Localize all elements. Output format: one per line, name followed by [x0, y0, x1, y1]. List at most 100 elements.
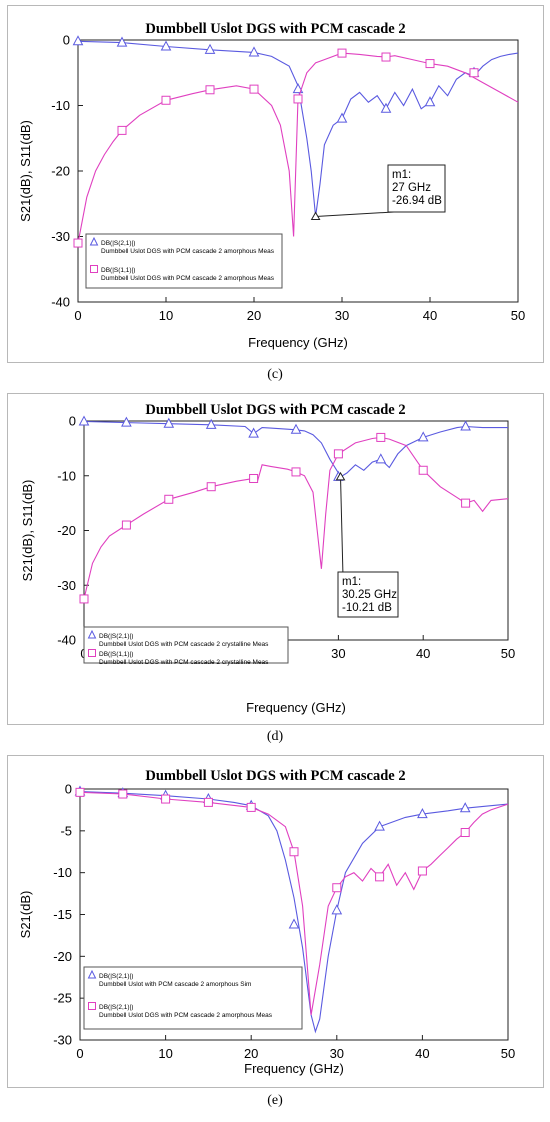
legend-series-name: DB(|S(2,1)|) [101, 240, 135, 247]
square-marker [469, 68, 479, 78]
triangle-marker [292, 83, 304, 94]
chart-svg-d: Dumbbell Uslot DGS with PCM cascade 2010… [20, 402, 515, 715]
chart-panel-d: Dumbbell Uslot DGS with PCM cascade 2010… [7, 393, 544, 725]
y-tick-label: -15 [53, 907, 72, 922]
annotation-text: 27 GHz [392, 182, 431, 194]
legend-series-description: Dumbbell Uslot with PCM cascade 2 amorph… [99, 981, 251, 988]
square-marker [249, 473, 259, 483]
square-marker [118, 789, 128, 799]
square-marker [460, 828, 470, 838]
y-tick-label: -10 [53, 865, 72, 880]
triangle-marker [121, 416, 132, 427]
y-tick-label: -20 [51, 164, 70, 179]
y-tick-label: 0 [63, 33, 70, 48]
square-marker [161, 794, 171, 804]
chart-svg-c: Dumbbell Uslot DGS with PCM cascade 2 0 10… [18, 21, 525, 350]
square-marker [375, 872, 385, 882]
annotation-marker [310, 211, 321, 220]
y-tick-label: -30 [57, 578, 76, 593]
series-line [77, 52, 519, 244]
x-tick-label: 50 [501, 646, 515, 661]
annotation-text: -26.94 dB [392, 195, 442, 207]
x-tick-label: 30 [330, 1046, 344, 1061]
square-marker [381, 52, 391, 62]
legend-box [85, 233, 283, 289]
x-tick-label: 30 [335, 308, 349, 323]
triangle-marker [248, 427, 259, 438]
square-marker [117, 125, 127, 135]
y-tick-label: -40 [57, 633, 76, 648]
triangle-marker [374, 820, 385, 831]
legend-square-marker [90, 265, 98, 273]
y-tick-label: -30 [51, 229, 70, 244]
x-tick-label: 20 [244, 1046, 258, 1061]
legend-square-marker [88, 1002, 96, 1010]
square-marker [206, 482, 216, 492]
legend-series-name: DB(|S(1,1)|) [99, 651, 133, 658]
chart-title: Dumbbell Uslot DGS with PCM cascade 2 [145, 768, 405, 784]
plot-frame [83, 420, 509, 641]
triangle-marker [331, 904, 343, 915]
x-tick-label: 10 [158, 1046, 172, 1061]
x-tick-label: 0 [76, 1046, 83, 1061]
triangle-marker [417, 431, 429, 442]
legend-series-description: Dumbbell Uslot DGS with PCM cascade 2 am… [101, 248, 275, 255]
y-axis-label: S21(dB), S11(dB) [18, 120, 33, 222]
legend-box [83, 626, 289, 664]
annotation-marker [335, 471, 346, 481]
legend-triangle-marker [89, 236, 99, 246]
square-marker [79, 594, 89, 604]
square-marker [291, 467, 301, 477]
square-marker [73, 238, 83, 248]
square-marker [333, 449, 343, 459]
y-tick-label: -40 [51, 295, 70, 310]
series-line [79, 791, 509, 1015]
triangle-marker [375, 453, 387, 464]
annotation-text: -10.21 dB [342, 602, 392, 614]
triangle-marker [205, 418, 217, 429]
annotation-text: 30.25 GHz [342, 589, 397, 601]
square-marker [289, 847, 299, 857]
x-tick-label: 30 [331, 646, 345, 661]
x-tick-label: 0 [74, 308, 81, 323]
y-tick-label: -10 [51, 98, 70, 113]
legend-series-name: DB(|S(1,1)|) [101, 267, 135, 274]
x-tick-label: 50 [511, 308, 525, 323]
triangle-marker [336, 112, 348, 123]
x-axis-label: Frequency (GHz) [248, 335, 348, 350]
triangle-marker [380, 102, 392, 113]
y-tick-label: -10 [57, 468, 76, 483]
chart-panel-e: Dumbbell Uslot DGS with PCM cascade 2 0 10… [7, 755, 544, 1088]
square-marker [418, 465, 428, 475]
legend-series-description: Dumbbell Uslot DGS with PCM cascade 2 am… [101, 275, 275, 282]
x-tick-label: 40 [415, 1046, 429, 1061]
triangle-marker [72, 35, 84, 46]
chart-panel-c: Dumbbell Uslot DGS with PCM cascade 2 0 10… [7, 5, 544, 363]
legend-series-description: Dumbbell Uslot DGS with PCM cascade 2 cr… [99, 641, 269, 648]
legend-square-marker [88, 649, 96, 657]
legend-triangle-marker [87, 969, 97, 979]
annotation-box [387, 164, 446, 213]
square-marker [332, 883, 342, 893]
x-tick-label: 50 [501, 1046, 515, 1061]
legend-series-description: Dumbbell Uslot DGS with PCM cascade 2 cr… [99, 659, 269, 666]
series-line [83, 436, 509, 600]
square-marker [293, 94, 303, 104]
caption-c: (c) [267, 367, 283, 382]
chart-title: Dumbbell Uslot DGS with PCM cascade 2 [145, 21, 405, 37]
square-marker [376, 432, 386, 442]
square-marker [417, 866, 427, 876]
annotation-leader [315, 211, 395, 217]
x-tick-label: 40 [423, 308, 437, 323]
square-marker [205, 85, 215, 95]
x-axis-label: Frequency (GHz) [246, 700, 346, 715]
annotation-box [337, 571, 399, 618]
x-axis-label: Frequency (GHz) [244, 1061, 344, 1076]
annotation-text: m1: [392, 169, 411, 181]
triangle-marker [204, 43, 216, 54]
legend-series-name: DB(|S(2,1)|) [99, 633, 133, 640]
square-marker [425, 59, 435, 69]
caption-d: (d) [266, 729, 284, 744]
triangle-marker [290, 423, 302, 434]
triangle-marker [460, 420, 471, 431]
